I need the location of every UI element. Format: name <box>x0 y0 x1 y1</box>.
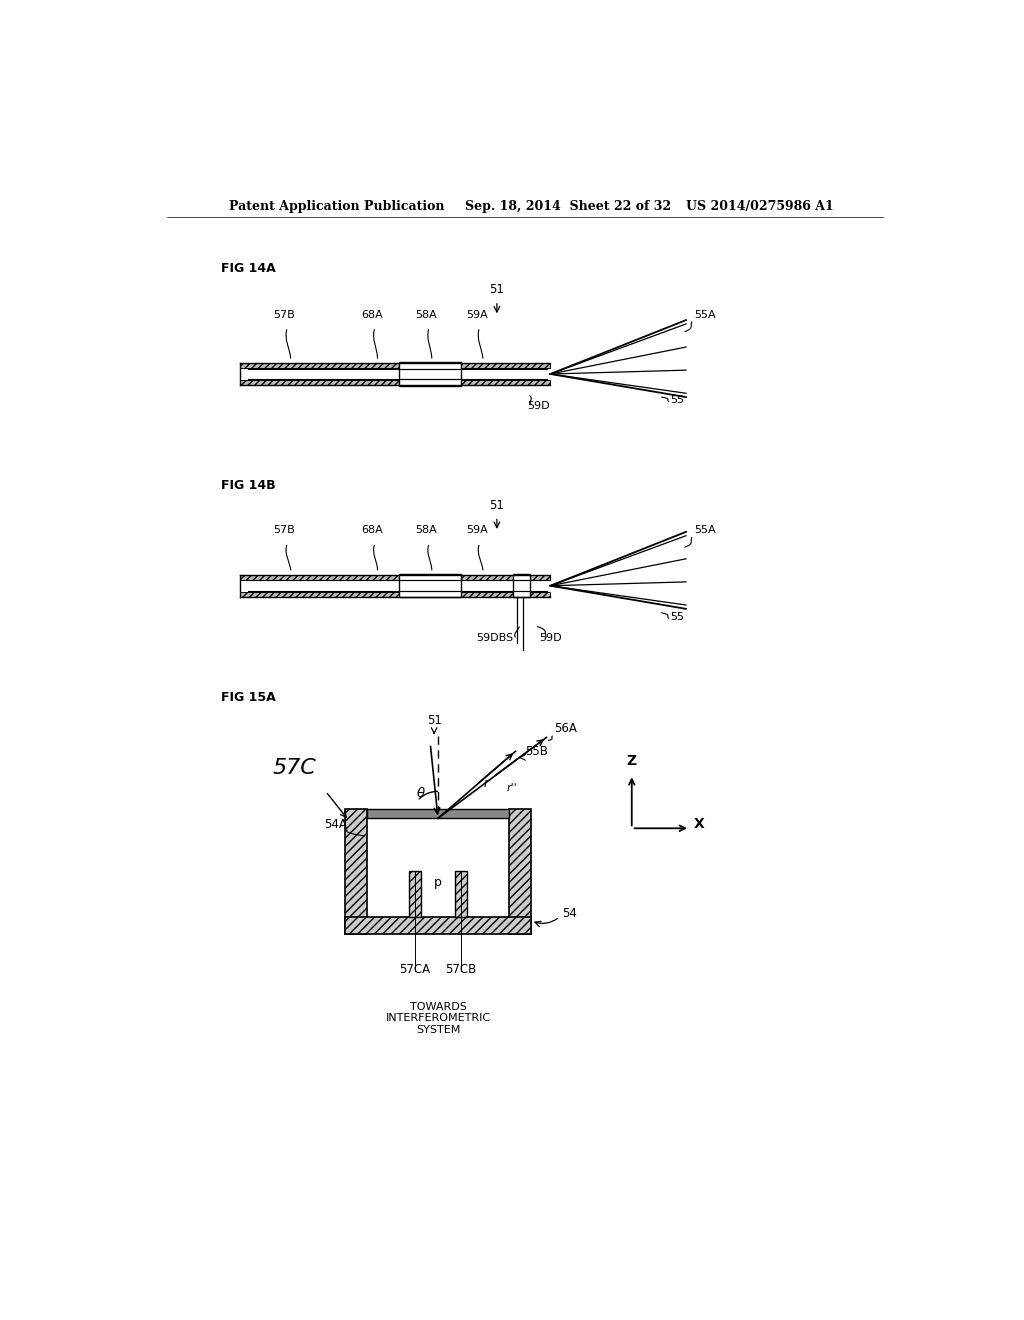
Text: US 2014/0275986 A1: US 2014/0275986 A1 <box>686 199 834 213</box>
Polygon shape <box>367 809 509 818</box>
Text: 57CA: 57CA <box>399 964 430 975</box>
Polygon shape <box>513 574 530 598</box>
Polygon shape <box>241 576 550 579</box>
Text: X: X <box>694 817 705 832</box>
Text: 58A: 58A <box>416 525 437 536</box>
Text: 55A: 55A <box>693 310 716 319</box>
Text: $\theta$: $\theta$ <box>416 785 426 800</box>
Text: Sep. 18, 2014  Sheet 22 of 32: Sep. 18, 2014 Sheet 22 of 32 <box>465 199 672 213</box>
Text: TOWARDS
INTERFEROMETRIC
SYSTEM: TOWARDS INTERFEROMETRIC SYSTEM <box>385 1002 490 1035</box>
Text: 56A: 56A <box>554 722 578 735</box>
Text: FIG 15A: FIG 15A <box>221 690 275 704</box>
Text: 59DBS: 59DBS <box>476 634 513 643</box>
Text: r'': r'' <box>506 783 517 793</box>
Polygon shape <box>455 871 467 917</box>
Text: 54: 54 <box>562 907 577 920</box>
Text: 51: 51 <box>489 499 505 512</box>
Text: 59A: 59A <box>466 310 487 319</box>
Polygon shape <box>241 363 550 368</box>
Text: 59D: 59D <box>527 401 550 411</box>
Polygon shape <box>409 871 421 917</box>
Text: 55: 55 <box>671 612 684 623</box>
Text: 57B: 57B <box>273 310 296 319</box>
Text: 58A: 58A <box>416 310 437 319</box>
Polygon shape <box>241 591 550 597</box>
Text: 59A: 59A <box>466 525 487 536</box>
Text: Patent Application Publication: Patent Application Publication <box>228 199 444 213</box>
Text: 59D: 59D <box>539 634 562 643</box>
Polygon shape <box>345 809 367 933</box>
Polygon shape <box>399 363 461 385</box>
Text: 51: 51 <box>427 714 441 727</box>
Text: 55A: 55A <box>693 525 716 536</box>
Text: FIG 14B: FIG 14B <box>221 479 275 492</box>
Text: 57B: 57B <box>273 525 296 536</box>
Text: 54A: 54A <box>324 818 346 832</box>
Text: 57CB: 57CB <box>445 964 477 975</box>
Text: 55B: 55B <box>524 746 548 758</box>
Text: 68A: 68A <box>361 525 383 536</box>
Polygon shape <box>345 917 531 933</box>
Text: 51: 51 <box>489 284 505 296</box>
Polygon shape <box>399 574 461 598</box>
Text: p: p <box>434 876 442 890</box>
Polygon shape <box>241 380 550 385</box>
Text: 55: 55 <box>671 395 684 405</box>
Text: 68A: 68A <box>361 310 383 319</box>
Text: 57C: 57C <box>272 759 316 779</box>
Text: r: r <box>483 777 488 791</box>
Polygon shape <box>509 809 531 933</box>
Text: Z: Z <box>627 754 637 768</box>
Text: FIG 14A: FIG 14A <box>221 261 275 275</box>
